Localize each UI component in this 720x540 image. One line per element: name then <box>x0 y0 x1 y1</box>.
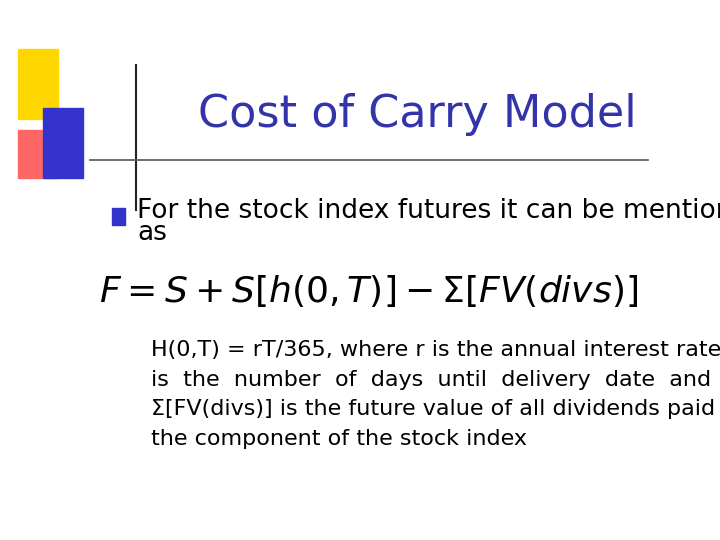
Text: as: as <box>138 220 167 246</box>
Text: $F = S + S\left[h(0,T)\right]- \Sigma\left[FV(divs)\right]$: $F = S + S\left[h(0,T)\right]- \Sigma\le… <box>99 273 639 309</box>
Text: the component of the stock index: the component of the stock index <box>151 429 527 449</box>
Text: Σ[FV(divs)] is the future value of all dividends paid by: Σ[FV(divs)] is the future value of all d… <box>151 400 720 420</box>
Bar <box>112 208 125 225</box>
Text: For the stock index futures it can be mentioned: For the stock index futures it can be me… <box>138 198 720 224</box>
Text: is  the  number  of  days  until  delivery  date  and: is the number of days until delivery dat… <box>151 369 711 389</box>
Text: Cost of Carry Model: Cost of Carry Model <box>198 93 637 136</box>
Text: H(0,T) = rT/365, where r is the annual interest rate, T: H(0,T) = rT/365, where r is the annual i… <box>151 340 720 360</box>
